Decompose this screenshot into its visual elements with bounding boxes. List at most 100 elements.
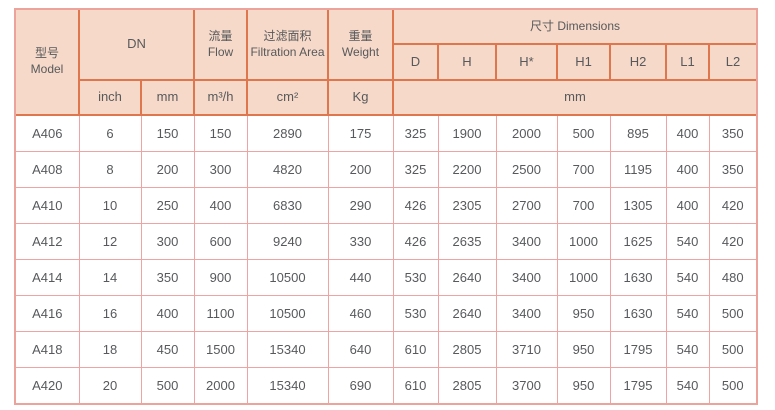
header-model-zh: 型号	[34, 46, 59, 61]
table-row: A410 10 250 400 6830 290 426 2305 2700 7…	[15, 187, 757, 224]
table-cell: 3400	[495, 295, 558, 332]
table-cell: 3710	[495, 331, 558, 368]
table-cell: 290	[327, 187, 394, 224]
table-cell: 900	[193, 259, 248, 296]
cell-model: A416	[15, 295, 80, 332]
table-cell: 426	[392, 187, 439, 224]
table-cell: 400	[193, 187, 248, 224]
table-cell: 10500	[246, 259, 329, 296]
table-cell: 1630	[609, 295, 667, 332]
table-cell: 610	[392, 367, 439, 404]
unit-weight: Kg	[327, 79, 394, 116]
table-cell: 610	[392, 331, 439, 368]
table-cell: 20	[78, 367, 142, 404]
table-cell: 10	[78, 187, 142, 224]
table-cell: 3700	[495, 367, 558, 404]
table-cell: 540	[665, 295, 710, 332]
table-cell: 500	[708, 367, 757, 404]
table-cell: 450	[140, 331, 195, 368]
table-cell: 2635	[437, 223, 497, 260]
table-cell: 500	[708, 331, 757, 368]
table-cell: 200	[327, 151, 394, 188]
header-row-1: 型号 Model DN 流量 Flow 过滤面积 Filtration Area…	[15, 9, 758, 116]
table-cell: 15340	[246, 367, 329, 404]
table-cell: 4820	[246, 151, 329, 188]
table-cell: 1305	[609, 187, 667, 224]
table-cell: 690	[327, 367, 394, 404]
table-cell: 2200	[437, 151, 497, 188]
header-weight-en: Weight	[341, 44, 380, 59]
table-cell: 175	[327, 114, 394, 152]
table-cell: 2305	[437, 187, 497, 224]
header-flow-en: Flow	[207, 44, 234, 59]
cell-model: A418	[15, 331, 80, 368]
header-dim-l2: L2	[707, 43, 758, 81]
table-cell: 325	[392, 114, 439, 152]
unit-dims-mm: mm	[391, 79, 758, 116]
table-cell: 350	[708, 151, 757, 188]
table-cell: 8	[78, 151, 142, 188]
table-cell: 640	[327, 331, 394, 368]
table-cell: 1630	[609, 259, 667, 296]
table-cell: 2000	[495, 114, 558, 152]
table-cell: 300	[140, 223, 195, 260]
table-cell: 480	[708, 259, 757, 296]
spec-table-frame: 型号 Model DN 流量 Flow 过滤面积 Filtration Area…	[14, 8, 759, 405]
table-cell: 500	[708, 295, 757, 332]
table-cell: 950	[556, 331, 611, 368]
table-cell: 2890	[246, 114, 329, 152]
header-dim-hstar: H*	[495, 43, 558, 81]
table-cell: 14	[78, 259, 142, 296]
table-cell: 500	[140, 367, 195, 404]
table-cell: 420	[708, 187, 757, 224]
cell-model: A406	[15, 114, 80, 152]
table-cell: 540	[665, 331, 710, 368]
table-cell: 350	[140, 259, 195, 296]
table-cell: 16	[78, 295, 142, 332]
table-row: A418 18 450 1500 15340 640 610 2805 3710…	[15, 331, 757, 368]
header-row-2: D H H* H1 H2 L1 L2	[16, 43, 758, 81]
table-cell: 1195	[609, 151, 667, 188]
table-cell: 460	[327, 295, 394, 332]
table-cell: 1000	[556, 259, 611, 296]
table-cell: 2000	[193, 367, 248, 404]
unit-mm: mm	[140, 79, 195, 116]
table-cell: 15340	[246, 331, 329, 368]
header-dimensions: 尺寸 Dimensions	[391, 9, 758, 45]
table-cell: 400	[665, 187, 710, 224]
table-cell: 12	[78, 223, 142, 260]
header-dim-h: H	[437, 43, 497, 81]
table-cell: 950	[556, 295, 611, 332]
header-filtration-area: 过滤面积 Filtration Area	[246, 9, 329, 81]
table-cell: 3400	[495, 259, 558, 296]
table-cell: 530	[392, 259, 439, 296]
unit-area: cm²	[246, 79, 329, 116]
table-cell: 6830	[246, 187, 329, 224]
table-cell: 426	[392, 223, 439, 260]
table-cell: 1625	[609, 223, 667, 260]
header-model: 型号 Model	[15, 9, 80, 116]
cell-model: A412	[15, 223, 80, 260]
table-cell: 1900	[437, 114, 497, 152]
table-cell: 6	[78, 114, 142, 152]
table-cell: 540	[665, 259, 710, 296]
cell-model: A420	[15, 367, 80, 404]
table-cell: 2700	[495, 187, 558, 224]
table-cell: 2640	[437, 259, 497, 296]
header-flow-zh: 流量	[208, 28, 233, 43]
table-cell: 2500	[495, 151, 558, 188]
table-cell: 3400	[495, 223, 558, 260]
table-cell: 1795	[609, 331, 667, 368]
table-cell: 1000	[556, 223, 611, 260]
table-cell: 350	[708, 114, 757, 152]
table-cell: 250	[140, 187, 195, 224]
table-cell: 300	[193, 151, 248, 188]
cell-model: A414	[15, 259, 80, 296]
table-cell: 2805	[437, 331, 497, 368]
header-dn: DN	[78, 9, 195, 81]
table-cell: 895	[609, 114, 667, 152]
table-cell: 540	[665, 223, 710, 260]
header-dim-h1: H1	[556, 43, 611, 81]
header-dim-d: D	[392, 43, 439, 81]
table-cell: 500	[556, 114, 611, 152]
